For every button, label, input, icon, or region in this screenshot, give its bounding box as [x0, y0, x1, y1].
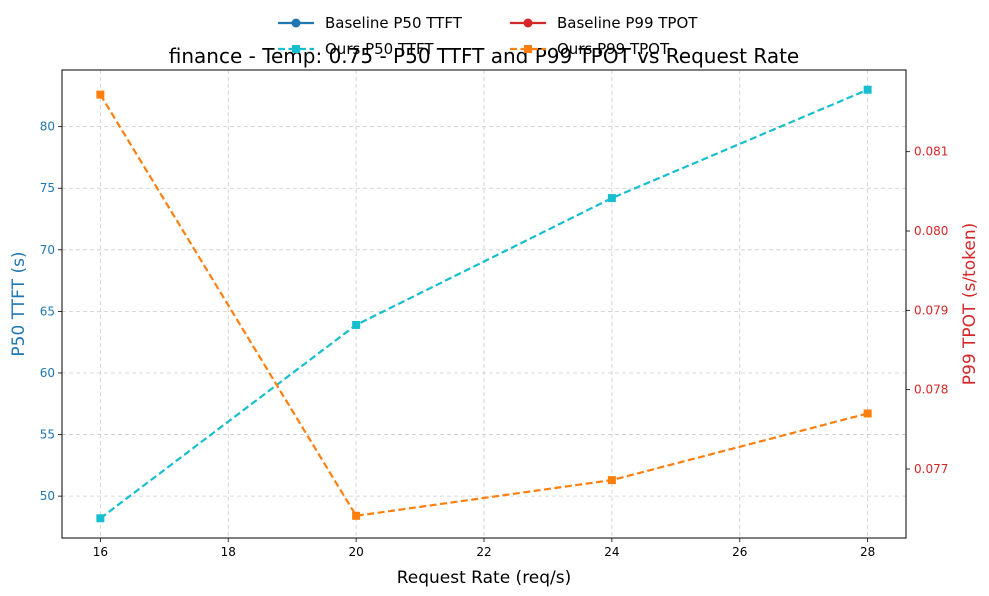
x-tick-label: 20 — [348, 545, 363, 559]
ticks: 16 18 20 22 24 26 28 50 55 60 65 70 75 80 0.077 0.078 0.… — [40, 120, 949, 559]
series-line — [99, 88, 869, 520]
x-tick-label: 26 — [732, 545, 747, 559]
y-right-tick-label: 0.078 — [914, 383, 948, 397]
x-axis-label: Request Rate (req/s) — [397, 568, 572, 588]
x-tick-label: 16 — [93, 545, 108, 559]
y-left-tick-label: 75 — [40, 181, 55, 195]
data-point-marker — [863, 409, 872, 418]
y-axis-label-left: P50 TTFT (s) — [9, 251, 29, 356]
x-tick-label: 28 — [860, 545, 875, 559]
legend-marker — [523, 18, 533, 28]
grid — [62, 70, 906, 538]
y-right-tick-label: 0.077 — [914, 462, 948, 476]
x-tick-label: 18 — [221, 545, 236, 559]
y-axis-label-right: P99 TPOT (s/token) — [960, 223, 980, 385]
y-right-tick-label: 0.079 — [914, 303, 948, 317]
y-right-tick-label: 0.080 — [914, 224, 948, 238]
data-point-marker — [607, 194, 616, 203]
legend-marker — [291, 18, 301, 28]
y-left-tick-label: 65 — [40, 304, 55, 318]
legend: Baseline P50 TTFT Baseline P99 TPOT Ours P… — [278, 14, 698, 58]
data-point-marker — [96, 90, 105, 99]
y-left-tick-label: 70 — [40, 243, 55, 257]
legend-label: Baseline P50 TTFT — [325, 14, 463, 32]
x-tick-label: 24 — [604, 545, 619, 559]
x-tick-label: 22 — [476, 545, 491, 559]
legend-label: Ours P50 TTFT — [325, 40, 434, 58]
data-point-marker — [607, 476, 616, 485]
legend-marker — [292, 45, 300, 53]
y-right-tick-label: 0.081 — [914, 145, 948, 159]
legend-label: Ours P99 TPOT — [557, 40, 670, 58]
data-point-marker — [352, 511, 361, 520]
y-left-tick-label: 80 — [40, 120, 55, 134]
y-left-tick-label: 55 — [40, 428, 55, 442]
y-left-tick-label: 60 — [40, 366, 55, 380]
chart-title: finance - Temp: 0.75 - P50 TTFT and P99 … — [169, 44, 800, 68]
series-line — [99, 94, 868, 517]
data-point-marker — [96, 514, 105, 523]
legend-label: Baseline P99 TPOT — [557, 14, 698, 32]
legend-marker — [524, 45, 532, 53]
data-point-marker — [863, 85, 872, 94]
y-left-tick-label: 50 — [40, 489, 55, 503]
series-layer — [96, 85, 872, 523]
data-point-marker — [352, 320, 361, 329]
